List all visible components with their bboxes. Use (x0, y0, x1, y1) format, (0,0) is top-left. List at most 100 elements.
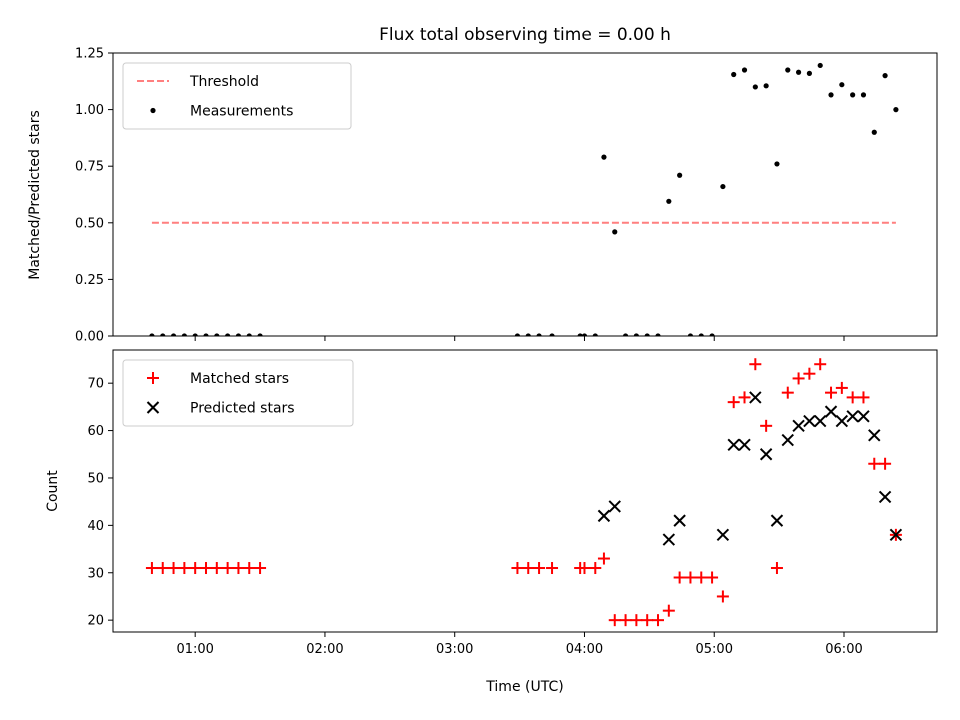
ratio-series-0-point-7 (225, 333, 231, 336)
counts-series-1-point-7 (749, 391, 762, 404)
ratio-series-0-point-38 (817, 62, 823, 69)
xtick-label-0: 01:00 (176, 642, 213, 657)
counts-series-0-point-23 (652, 614, 665, 627)
ratio-series-0-point-24 (666, 198, 672, 204)
ratio-series-0-point-45 (893, 107, 899, 113)
ratio-series-0-point-36 (795, 69, 802, 75)
ratio-y-axis-label: Matched/Predicted stars (27, 110, 43, 280)
count-panel: 20 30 40 50 60 70 01:00 02:00 03:00 04:00 05:00 06:… (87, 349, 938, 657)
counts-frame (112, 349, 938, 633)
ratio-legend-label-0: Threshold (189, 74, 259, 90)
xtick-label-2: 03:00 (436, 642, 473, 657)
ratio-series-0-point-28 (709, 333, 715, 336)
counts-series-0-point-32 (749, 358, 762, 371)
counts-series-1-point-1-b (608, 500, 621, 513)
ratio-series-0-point-9 (246, 333, 252, 336)
ratio-series-0-point-18 (601, 154, 607, 160)
counts-series-0-point-7 (221, 562, 234, 575)
counts-data (145, 358, 903, 627)
counts-series-0-point-8 (232, 562, 245, 575)
ratio-series-0-point-6 (214, 333, 220, 336)
ratio-series-0-point-21 (633, 333, 639, 336)
counts-series-1-point-0-b (597, 509, 611, 523)
counts-series-1-point-5-b (727, 438, 740, 451)
ratio-series-0-point-23 (655, 333, 661, 336)
ratio-legend-label-1: Measurements (190, 104, 293, 120)
counts-legend-key-1-b (146, 401, 160, 414)
ratio-series-0-point-25 (677, 172, 683, 178)
counts-series-1-point-18-b (868, 429, 881, 442)
ratio-series-0-point-41 (850, 92, 856, 98)
ratio-series-0-point-16 (581, 333, 588, 336)
ratio-series-0-point-22 (644, 333, 650, 336)
ratio-ytick-label-4: 1.00 (75, 103, 104, 118)
ratio-series-0-point-32 (752, 84, 758, 90)
counts-series-0-point-24 (662, 604, 675, 617)
counts-series-0-point-21 (630, 614, 643, 627)
xtick-label-3: 04:00 (566, 642, 603, 657)
ratio-series-0-point-12 (525, 333, 531, 336)
ratio-frame (112, 52, 938, 337)
counts-series-0-point-34 (770, 562, 783, 575)
counts-series-1-point-10-b (781, 433, 794, 447)
counts-series-0-point-43 (868, 457, 881, 470)
counts-series-1-point-8-b (759, 448, 773, 461)
ratio-series-0-point-27 (698, 333, 704, 336)
ratio-series-0-point-43 (871, 129, 877, 135)
counts-legend-box (122, 359, 354, 427)
ratio-series-0-point-20 (622, 333, 629, 336)
ratio-series-0-point-37 (806, 70, 812, 76)
counts-series-0-point-44 (879, 457, 892, 470)
counts-series-0-point-3 (178, 562, 191, 575)
counts-series-1-point-17-b (857, 410, 870, 423)
counts-ytick-label-2: 40 (87, 519, 104, 534)
chart-title: Flux total observing time = 0.00 h (379, 25, 671, 45)
ratio-series-0-point-5 (203, 333, 209, 336)
ratio-ytick-label-5: 1.25 (75, 47, 104, 62)
counts-series-1-point-19-b (878, 490, 892, 504)
ratio-ytick-label-3: 0.75 (75, 160, 104, 175)
counts-ytick-label-3: 50 (87, 471, 104, 486)
counts-series-1-point-20 (889, 528, 903, 542)
counts-series-0-point-14 (546, 562, 559, 575)
counts-series-0-point-38 (814, 358, 827, 371)
counts-series-1-point-1 (608, 500, 621, 513)
ratio-legend-box (122, 62, 352, 130)
counts-series-0-point-1 (156, 562, 169, 575)
ratio-series-0-point-4 (192, 333, 198, 336)
counts-series-0-point-16 (578, 562, 591, 575)
counts-series-0-point-29 (716, 590, 729, 603)
counts-series-0-point-0 (145, 562, 158, 575)
counts-series-1-point-8 (759, 448, 773, 461)
counts-series-1-point-15 (835, 414, 849, 428)
counts-series-1-point-16-b (846, 410, 859, 423)
counts-series-1-point-3 (673, 514, 686, 527)
counts-series-0-point-35 (781, 386, 794, 399)
counts-series-1-point-18 (868, 429, 881, 442)
counts-series-1-point-19 (878, 490, 892, 504)
counts-series-0-point-25 (673, 571, 686, 584)
counts-series-1-point-3-b (673, 514, 686, 527)
xtick-label-4: 05:00 (696, 642, 733, 657)
x-axis-label: Time (UTC) (485, 679, 563, 695)
counts-series-1-point-4 (716, 528, 730, 542)
ratio-legend-key-1 (150, 107, 156, 114)
ratio-ytick-label-1: 0.25 (75, 273, 104, 288)
counts-series-0-point-40 (835, 381, 848, 394)
counts-legend-key-1 (146, 401, 160, 414)
xtick-label-1: 02:00 (306, 642, 343, 657)
counts-series-1-point-13 (814, 414, 827, 428)
counts-series-0-point-28 (706, 571, 719, 584)
counts-ytick-label-4: 60 (87, 424, 104, 439)
ratio-series-0-point-35 (785, 67, 791, 73)
ratio-ytick-label-0: 0.00 (75, 330, 104, 345)
ratio-series-0-point-14 (549, 333, 555, 336)
counts-series-1-point-0 (597, 509, 611, 523)
ratio-series-0-point-17 (592, 333, 598, 336)
ratio-series-0-point-8 (235, 333, 242, 336)
counts-series-1-point-6-b (738, 438, 751, 451)
ratio-series-0-point-44 (882, 73, 888, 79)
counts-series-0-point-26 (684, 571, 697, 584)
counts-series-1-point-13-b (814, 414, 827, 428)
counts-legend-label-0: Matched stars (190, 371, 289, 387)
